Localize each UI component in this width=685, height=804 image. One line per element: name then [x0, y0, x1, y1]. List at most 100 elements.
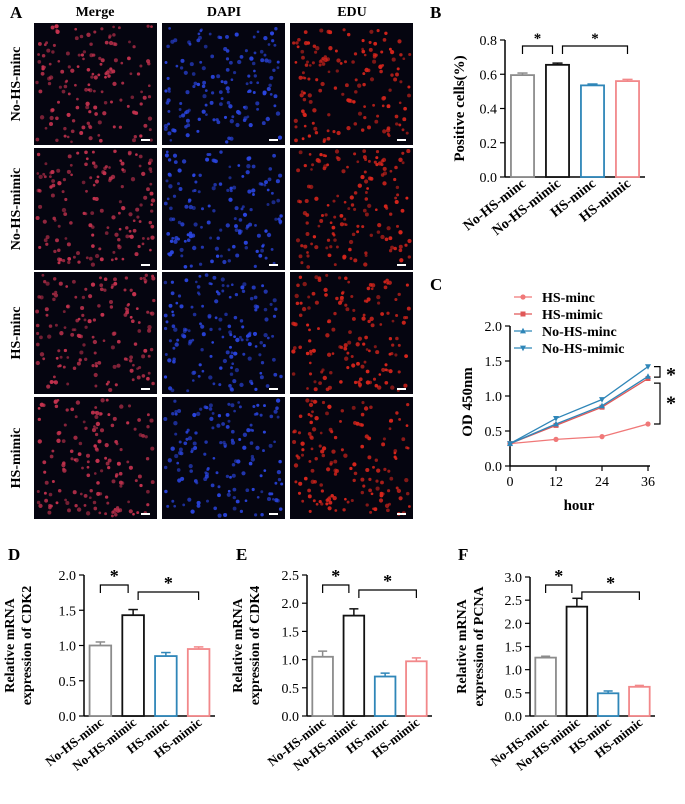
cell-nucleus [228, 197, 233, 202]
cell-nucleus [57, 488, 62, 493]
cell-nucleus [405, 316, 409, 320]
cell-nucleus [362, 484, 366, 488]
cell-nucleus [127, 500, 130, 504]
cell-nucleus [256, 233, 261, 238]
cell-nucleus [269, 75, 274, 80]
cell-nucleus [246, 164, 251, 169]
cell-nucleus [69, 163, 73, 167]
cell-nucleus [303, 163, 307, 168]
cell-nucleus [259, 413, 263, 417]
cell-nucleus [188, 339, 193, 344]
cell-nucleus [139, 483, 143, 488]
cell-nucleus [408, 53, 412, 56]
cell-nucleus [222, 259, 227, 265]
micrograph-tile [162, 148, 285, 270]
cell-nucleus [374, 119, 379, 124]
cell-nucleus [206, 468, 210, 472]
cell-nucleus [136, 215, 140, 219]
cell-nucleus [225, 412, 230, 417]
cell-nucleus [211, 341, 215, 344]
cell-nucleus [390, 50, 395, 55]
cell-nucleus [360, 175, 365, 180]
cell-nucleus [178, 187, 183, 191]
cell-nucleus [94, 447, 99, 451]
cell-nucleus [216, 423, 221, 428]
cell-nucleus [266, 203, 270, 206]
cell-nucleus [64, 498, 67, 502]
cell-nucleus [152, 298, 156, 303]
cell-nucleus [36, 152, 41, 157]
cell-nucleus [43, 470, 47, 474]
cell-nucleus [271, 497, 275, 501]
cell-nucleus [249, 423, 253, 427]
cell-nucleus [310, 168, 313, 171]
cell-nucleus [168, 184, 173, 189]
cell-nucleus [70, 140, 73, 144]
cell-nucleus [210, 483, 215, 488]
cell-nucleus [233, 409, 236, 413]
cell-nucleus [185, 118, 190, 123]
cell-nucleus [261, 284, 265, 288]
cell-nucleus [141, 354, 146, 359]
cell-nucleus [343, 453, 348, 458]
cell-nucleus [234, 352, 238, 356]
cell-nucleus [319, 431, 323, 435]
cell-nucleus [118, 211, 121, 215]
cell-nucleus [217, 493, 221, 498]
cell-nucleus [146, 59, 151, 64]
cell-nucleus [163, 127, 168, 131]
cell-nucleus [96, 481, 100, 485]
cell-nucleus [51, 50, 55, 54]
cell-nucleus [344, 303, 348, 307]
cell-nucleus [167, 358, 172, 363]
cell-nucleus [92, 339, 98, 345]
cell-nucleus [386, 104, 391, 109]
cell-nucleus [149, 138, 153, 142]
cell-nucleus [223, 115, 228, 119]
cell-nucleus [102, 339, 106, 343]
cell-nucleus [192, 441, 197, 446]
cell-nucleus [357, 111, 363, 116]
cell-nucleus [147, 371, 151, 375]
cell-nucleus [300, 261, 304, 265]
cell-nucleus [365, 380, 371, 385]
cell-nucleus [363, 299, 367, 303]
cell-nucleus [170, 446, 175, 451]
cell-nucleus [38, 174, 43, 180]
cell-nucleus [393, 451, 397, 455]
cell-nucleus [309, 414, 313, 418]
cell-nucleus [249, 81, 253, 85]
cell-nucleus [258, 353, 262, 357]
cell-nucleus [326, 238, 331, 242]
cell-nucleus [376, 114, 380, 118]
cell-nucleus [305, 398, 310, 403]
cell-nucleus [169, 239, 174, 244]
y-tick-label: 0.0 [480, 171, 498, 186]
cell-nucleus [138, 154, 143, 159]
cell-nucleus [44, 126, 48, 130]
cell-nucleus [189, 469, 193, 473]
cell-nucleus [272, 298, 277, 303]
cell-nucleus [63, 423, 67, 427]
cell-nucleus [120, 161, 125, 166]
cell-nucleus [166, 504, 170, 508]
cell-nucleus [85, 189, 88, 193]
cell-nucleus [375, 479, 379, 483]
cell-nucleus [389, 476, 394, 481]
cell-nucleus [88, 294, 93, 299]
significance-bracket [137, 591, 200, 600]
cell-nucleus [368, 349, 371, 353]
cell-nucleus [344, 356, 349, 361]
cell-nucleus [405, 283, 409, 287]
cell-nucleus [67, 257, 72, 261]
cell-nucleus [199, 407, 203, 411]
cell-nucleus [314, 130, 319, 135]
cell-nucleus [39, 115, 45, 120]
cell-nucleus [146, 376, 150, 381]
cell-nucleus [388, 427, 392, 431]
cell-nucleus [388, 249, 393, 253]
cell-nucleus [78, 358, 82, 362]
cell-nucleus [127, 404, 132, 408]
